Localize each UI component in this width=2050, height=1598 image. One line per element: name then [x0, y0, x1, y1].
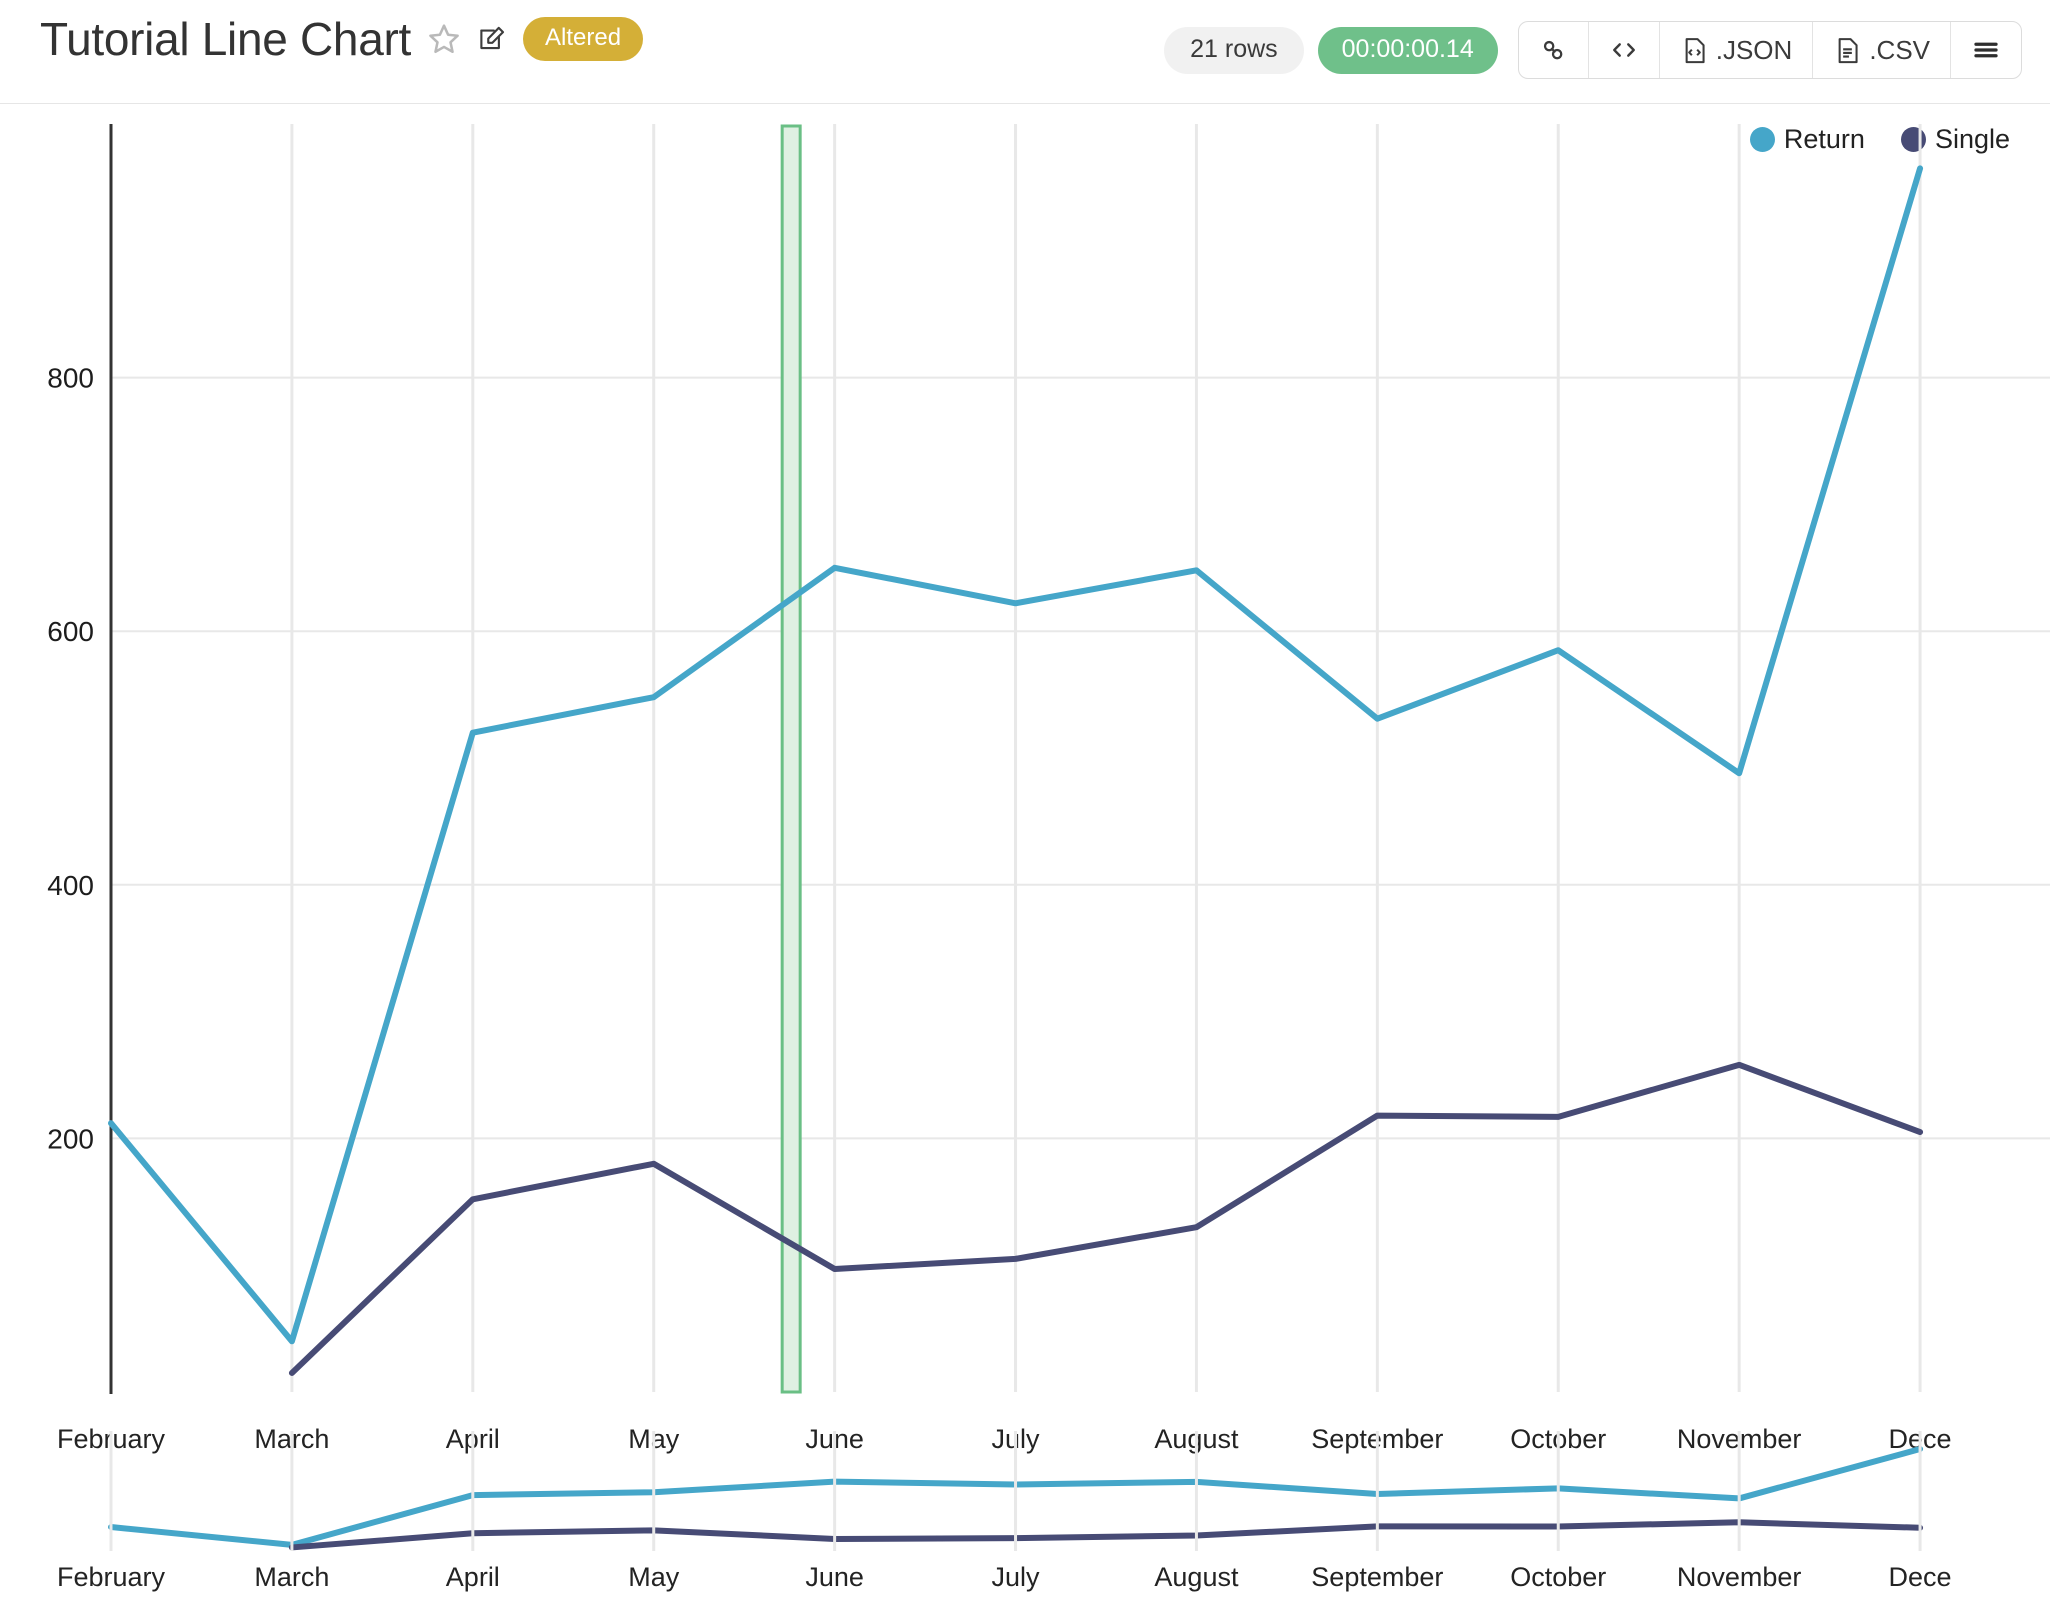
- legend-item-return[interactable]: Return: [1749, 124, 1865, 155]
- svg-text:800: 800: [47, 363, 94, 394]
- overview-gridlines: [109, 1431, 1922, 1551]
- selection-band[interactable]: [780, 124, 802, 1394]
- status-badge: Altered: [523, 17, 644, 61]
- svg-text:400: 400: [47, 870, 94, 901]
- title-block: Tutorial Line Chart Altered: [40, 13, 644, 65]
- json-export-button[interactable]: .JSON: [1660, 22, 1814, 78]
- svg-text:August: August: [1154, 1562, 1239, 1592]
- json-export-label: .JSON: [1715, 34, 1793, 65]
- page-title: Tutorial Line Chart: [40, 13, 411, 65]
- legend-swatch-return: [1749, 127, 1775, 152]
- svg-text:October: October: [1510, 1562, 1606, 1592]
- app-header: Tutorial Line Chart Altered 21 rows 00:0…: [0, 0, 2050, 104]
- code-button[interactable]: [1589, 22, 1660, 78]
- legend-label-single: Single: [1934, 124, 2010, 154]
- legend-label-return: Return: [1783, 124, 1865, 154]
- json-file-icon: [1680, 36, 1709, 65]
- svg-text:Dece: Dece: [1889, 1562, 1952, 1592]
- header-toolbar: 21 rows 00:00:00.14: [1164, 21, 2022, 79]
- star-icon[interactable]: [427, 22, 461, 56]
- legend-item-single[interactable]: Single: [1900, 124, 2010, 155]
- menu-button[interactable]: [1951, 22, 2021, 78]
- svg-text:September: September: [1311, 1562, 1443, 1592]
- csv-file-icon: [1833, 36, 1862, 65]
- overview-x-axis-labels: February March April May June July August Septe…: [57, 1562, 1952, 1592]
- export-button-group: .JSON .CSV: [1517, 21, 2022, 79]
- code-icon: [1609, 35, 1639, 65]
- hamburger-menu-icon: [1971, 35, 2001, 65]
- svg-text:April: April: [446, 1562, 500, 1592]
- gridlines: [111, 124, 2050, 1392]
- svg-text:February: February: [57, 1562, 166, 1592]
- svg-text:March: March: [254, 1562, 329, 1592]
- svg-text:June: June: [805, 1562, 864, 1592]
- row-count-badge: 21 rows: [1164, 26, 1304, 74]
- edit-pencil-icon[interactable]: [477, 24, 507, 54]
- csv-export-label: .CSV: [1869, 34, 1930, 65]
- line-chart-svg[interactable]: 200 400 600 800 February March April May June Ju…: [0, 104, 2050, 1598]
- svg-text:November: November: [1677, 1562, 1802, 1592]
- y-axis-tick-labels: 200 400 600 800: [47, 363, 94, 1155]
- chart-container: Return Single 200 400 600 800 February March…: [0, 104, 2050, 1598]
- svg-text:200: 200: [47, 1123, 94, 1154]
- link-icon: [1539, 36, 1568, 65]
- csv-export-button[interactable]: .CSV: [1813, 22, 1951, 78]
- svg-text:May: May: [628, 1562, 680, 1592]
- svg-text:July: July: [992, 1562, 1041, 1592]
- link-button[interactable]: [1519, 22, 1589, 78]
- series-lines: [108, 165, 1924, 1376]
- execution-timer-badge: 00:00:00.14: [1317, 26, 1498, 74]
- x-axis-tick-labels: February March April May June July August Septe…: [57, 1424, 1952, 1454]
- legend-swatch-single: [1900, 127, 1926, 152]
- svg-text:600: 600: [47, 616, 94, 647]
- chart-legend: Return Single: [1749, 124, 2010, 155]
